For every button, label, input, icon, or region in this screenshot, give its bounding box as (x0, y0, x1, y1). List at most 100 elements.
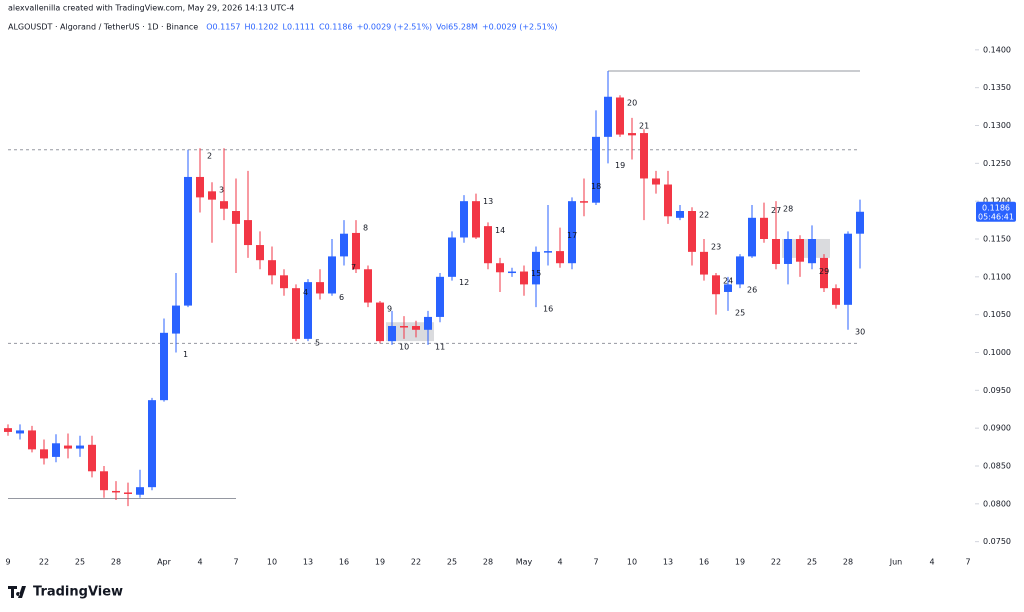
candle-body (412, 326, 420, 330)
candle (472, 193, 480, 239)
candle (280, 269, 288, 296)
wave-label: 14 (495, 226, 505, 235)
candle (556, 227, 564, 268)
candle-body (148, 400, 156, 488)
candle (628, 117, 636, 160)
y-tick-label: 0.1100 (983, 272, 1011, 281)
candle (772, 201, 780, 270)
candle-body (700, 251, 708, 275)
candle-body (760, 217, 768, 239)
candle-body (784, 238, 792, 264)
x-tick-label: 28 (483, 558, 493, 567)
candle-body (472, 201, 480, 238)
x-tick-label: 13 (663, 558, 673, 567)
candle (352, 220, 360, 274)
candle-body (508, 271, 516, 274)
candle-body (268, 260, 276, 276)
candle-body (232, 211, 240, 224)
x-tick-label: 4 (929, 558, 934, 567)
x-tick-label: May (516, 558, 533, 567)
candle-body (280, 275, 288, 289)
wave-label: 24 (723, 277, 733, 286)
candle (520, 265, 528, 296)
candle (856, 199, 864, 269)
wave-label: 7 (351, 263, 356, 272)
candle (640, 129, 648, 221)
candle (124, 482, 132, 507)
candle-body (544, 251, 552, 253)
wave-label: 9 (387, 305, 392, 314)
candle-body (196, 176, 204, 198)
candle-body (88, 444, 96, 472)
candle-body (832, 288, 840, 305)
y-tick-label: 0.0900 (983, 424, 1011, 433)
x-tick-label: 10 (627, 558, 637, 567)
wave-label: 2 (207, 152, 212, 161)
candle (136, 469, 144, 498)
wave-label: 28 (783, 205, 793, 214)
candle (604, 71, 612, 164)
wave-label: 13 (483, 197, 493, 206)
candle (796, 235, 804, 277)
x-tick-label: 16 (339, 558, 349, 567)
wave-label: 4 (303, 288, 308, 297)
x-tick-label: 19 (375, 558, 385, 567)
wave-label: 26 (747, 286, 757, 295)
candle (808, 225, 816, 270)
candle (100, 465, 108, 498)
x-tick-label: 25 (807, 558, 817, 567)
candle-body (292, 288, 300, 339)
x-tick-label: 22 (39, 558, 49, 567)
x-tick-label: Apr (157, 558, 172, 567)
wave-label: 21 (639, 121, 649, 130)
y-tick-label: 0.1300 (983, 121, 1011, 130)
candle-body (484, 226, 492, 264)
wave-label: 16 (543, 305, 553, 314)
candle-body (592, 136, 600, 203)
candle-body (724, 284, 732, 292)
candle (508, 267, 516, 277)
candle (112, 481, 120, 501)
x-tick-label: 7 (965, 558, 970, 567)
candle (88, 435, 96, 478)
candle (328, 238, 336, 296)
candle-body (796, 238, 804, 262)
y-tick-label: 0.0750 (983, 537, 1011, 546)
candle (256, 231, 264, 270)
candle (160, 318, 168, 402)
candle (700, 238, 708, 281)
candle (532, 246, 540, 308)
candle-body (304, 282, 312, 339)
candle-body (772, 238, 780, 264)
candle-body (808, 238, 816, 264)
wave-label: 17 (567, 231, 577, 240)
candle-body (532, 251, 540, 285)
candle (148, 397, 156, 491)
candle-body (556, 251, 564, 264)
wave-label: 18 (591, 182, 601, 191)
candle (496, 257, 504, 292)
candle (712, 273, 720, 315)
candle (64, 433, 72, 459)
candle-body (616, 97, 624, 135)
candle-body (448, 237, 456, 277)
candle (76, 435, 84, 457)
candle-body (328, 256, 336, 294)
candle (484, 222, 492, 270)
candle (844, 231, 852, 330)
y-tick-label: 0.1400 (983, 45, 1011, 54)
wave-label: 5 (315, 339, 320, 348)
candle-body (160, 332, 168, 401)
candle (172, 273, 180, 353)
candle-body (16, 430, 24, 434)
candle-body (844, 233, 852, 305)
candle (220, 148, 228, 221)
x-tick-label: Jun (889, 558, 903, 567)
legend-value: +0.0029 (+2.51%) (357, 23, 433, 32)
wave-label: 27 (771, 206, 781, 215)
y-tick-label: 0.1200 (983, 197, 1011, 206)
x-tick-label: 4 (197, 558, 202, 567)
candle (760, 202, 768, 243)
